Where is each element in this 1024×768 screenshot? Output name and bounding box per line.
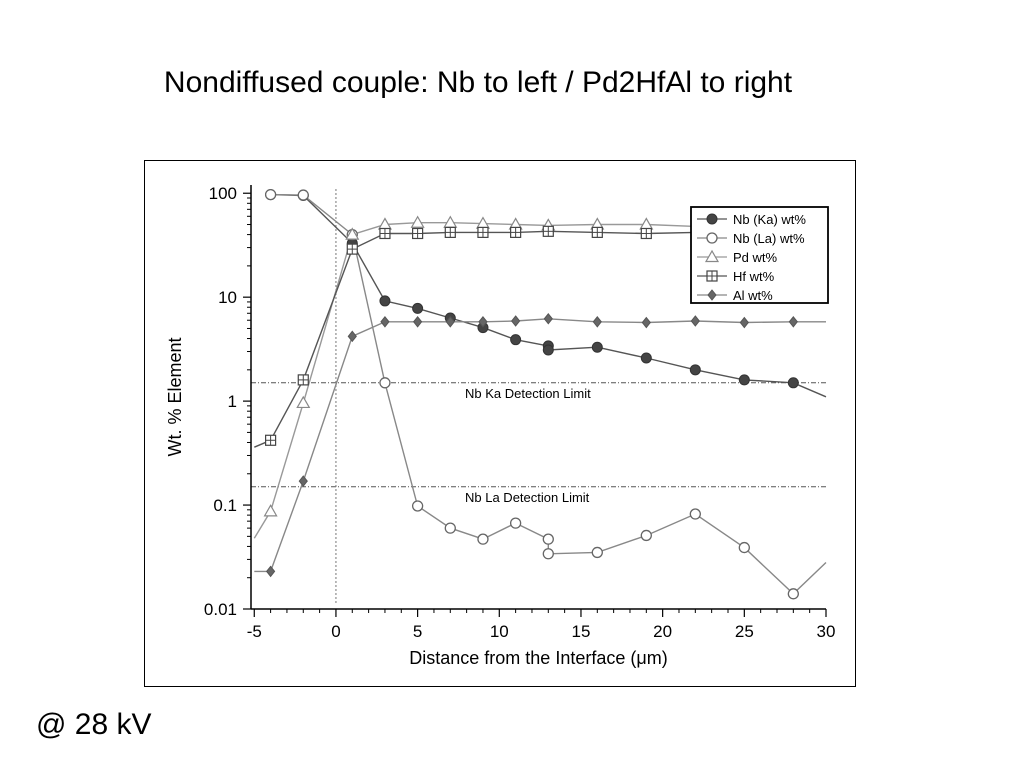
data-point xyxy=(738,541,750,554)
data-point xyxy=(591,546,603,559)
data-point xyxy=(298,475,308,487)
data-point xyxy=(591,226,603,238)
data-point xyxy=(297,189,309,201)
detection-limit-label: Nb Ka Detection Limit xyxy=(465,386,591,401)
data-point xyxy=(788,315,798,328)
data-point xyxy=(542,548,554,560)
data-point xyxy=(444,522,456,534)
data-point xyxy=(346,243,358,255)
data-point xyxy=(639,217,654,230)
data-point xyxy=(787,588,799,600)
data-point xyxy=(264,188,277,201)
x-tick-label: 0 xyxy=(331,622,340,641)
data-point xyxy=(380,315,390,328)
data-point xyxy=(640,227,652,240)
data-point xyxy=(297,374,309,386)
data-point xyxy=(379,377,391,389)
data-point xyxy=(412,227,424,240)
x-tick-label: -5 xyxy=(247,622,262,641)
data-point xyxy=(591,341,603,353)
x-tick-label: 20 xyxy=(653,622,672,641)
chart-figure: Nb Ka Detection Limit Nb La Detection Lim… xyxy=(144,160,856,687)
series-line-nb-0 xyxy=(270,193,827,398)
data-point xyxy=(542,533,554,545)
y-tick-label: 1 xyxy=(228,392,237,411)
series-markers xyxy=(263,188,799,600)
data-point xyxy=(412,315,423,328)
chart-svg: Nb Ka Detection Limit Nb La Detection Lim… xyxy=(165,184,835,668)
legend-label: Al wt% xyxy=(733,288,773,303)
data-point xyxy=(379,227,391,240)
data-point xyxy=(510,226,522,238)
data-point xyxy=(542,344,554,356)
y-axis-title: Wt. % Element xyxy=(165,337,185,456)
data-point xyxy=(787,377,799,389)
data-point xyxy=(443,215,458,228)
data-point xyxy=(478,315,488,328)
y-tick-label: 10 xyxy=(218,288,237,307)
x-tick-label: 5 xyxy=(413,622,422,641)
data-point xyxy=(640,352,652,364)
legend-marker xyxy=(706,232,718,244)
data-point xyxy=(410,215,425,228)
data-point xyxy=(412,302,424,314)
legend-label: Nb (La) wt% xyxy=(733,231,805,246)
legend: Nb (Ka) wt% Nb (La) wt% Pd wt% Hf wt% Al wt% xyxy=(690,206,829,304)
reference-lines: Nb Ka Detection Limit Nb La Detection Lim… xyxy=(251,189,826,605)
x-tick-label: 15 xyxy=(572,622,591,641)
data-point xyxy=(411,500,424,512)
data-point xyxy=(689,364,701,376)
series-line-nb-1 xyxy=(270,193,827,595)
data-point xyxy=(510,334,522,346)
x-tick-label: 25 xyxy=(735,622,754,641)
data-point xyxy=(379,295,391,307)
data-point xyxy=(640,529,652,542)
data-point xyxy=(445,315,455,328)
data-point xyxy=(738,374,750,386)
data-point xyxy=(265,434,277,446)
data-point xyxy=(296,395,311,409)
data-point xyxy=(641,316,651,329)
y-tick-label: 0.1 xyxy=(213,496,237,515)
data-point xyxy=(347,330,357,343)
data-point xyxy=(265,565,276,578)
legend-marker xyxy=(707,289,717,301)
series-line-hf-3 xyxy=(254,230,696,448)
data-point xyxy=(477,533,489,545)
data-point xyxy=(542,225,554,237)
series-line-al-4 xyxy=(254,318,826,573)
footnote: @ 28 kV xyxy=(36,708,152,741)
y-tick-label: 0.01 xyxy=(204,600,237,619)
x-axis-title: Distance from the Interface (μm) xyxy=(409,648,667,668)
legend-marker xyxy=(706,213,718,225)
data-point xyxy=(739,316,749,329)
data-point xyxy=(510,315,521,327)
data-point xyxy=(690,315,700,327)
legend-label: Pd wt% xyxy=(733,250,778,265)
data-point xyxy=(444,226,456,238)
detection-limit-label: Nb La Detection Limit xyxy=(465,490,590,505)
x-tick-label: 10 xyxy=(490,622,509,641)
axes: 0.01 0.1 1 10 100 -5 0 5 10 15 20 25 30 Distance from… xyxy=(165,184,835,668)
legend-marker xyxy=(706,270,718,282)
legend-label: Hf wt% xyxy=(733,269,775,284)
data-point xyxy=(263,504,278,517)
data-point xyxy=(689,508,701,520)
data-point xyxy=(592,315,602,328)
data-point xyxy=(345,227,360,240)
data-point xyxy=(543,312,553,325)
y-tick-label: 100 xyxy=(209,184,237,203)
legend-marker xyxy=(704,249,720,263)
x-tick-label: 30 xyxy=(817,622,836,641)
data-point xyxy=(477,226,489,238)
legend-label: Nb (Ka) wt% xyxy=(733,212,806,227)
data-point xyxy=(509,517,522,529)
slide-title: Nondiffused couple: Nb to left / Pd2HfAl… xyxy=(163,66,793,99)
